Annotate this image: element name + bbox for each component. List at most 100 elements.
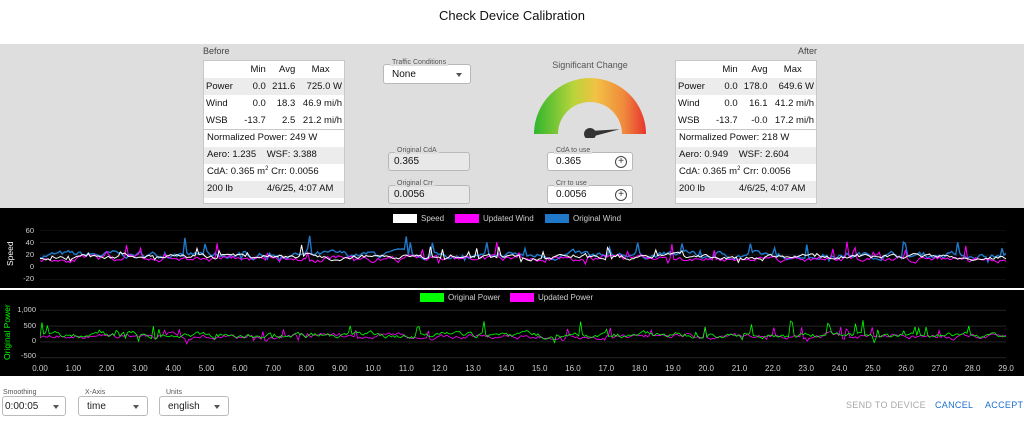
power-y-label: Original Power bbox=[2, 304, 12, 360]
smoothing-select[interactable]: Smoothing 0:00:05 bbox=[2, 389, 66, 416]
traffic-conditions-select[interactable]: Traffic Conditions None bbox=[383, 59, 471, 84]
weight-value: 200 lb bbox=[207, 183, 233, 194]
x-tick: 13.0 bbox=[465, 364, 481, 373]
x-tick: 2.00 bbox=[98, 364, 115, 373]
x-tick: 5.00 bbox=[198, 364, 215, 373]
gauge-arc bbox=[534, 78, 646, 134]
table-row: Power 0.0 178.0 649.6 W bbox=[676, 78, 816, 95]
cda-to-use-label: CdA to use bbox=[554, 147, 593, 154]
units-value: english bbox=[168, 401, 200, 412]
weight-value: 200 lb bbox=[679, 183, 705, 194]
table-row: Wind 0.0 18.3 46.9 mi/h bbox=[206, 98, 342, 109]
col-max: Max bbox=[769, 61, 816, 78]
units-select[interactable]: Units english bbox=[159, 389, 229, 416]
speed-chart: Speed Updated Wind Original Wind 60 40 2… bbox=[0, 208, 1024, 288]
after-label: After bbox=[797, 46, 817, 56]
wsf-value: WSF: 3.388 bbox=[266, 149, 317, 160]
original-cda-value: 0.365 bbox=[394, 156, 420, 167]
x-tick: 28.0 bbox=[964, 364, 981, 373]
x-tick: 15.0 bbox=[531, 364, 548, 373]
x-tick: 9.00 bbox=[331, 364, 348, 373]
legend-speed: Speed bbox=[421, 214, 445, 223]
original-crr-field: Original Crr 0.0056 bbox=[388, 180, 470, 204]
significant-change-gauge bbox=[534, 78, 646, 138]
aero-wsf-row: Aero: 1.235 WSF: 3.388 bbox=[204, 147, 344, 164]
smoothing-label: Smoothing bbox=[3, 389, 37, 396]
x-tick: 22.0 bbox=[765, 364, 781, 373]
y-tick: 1,000 bbox=[17, 305, 36, 314]
after-stats-table: Min Avg Max Power 0.0 178.0 649.6 W Wind… bbox=[676, 61, 816, 129]
x-axis-value: time bbox=[87, 401, 106, 412]
cda-to-use-value: 0.365 bbox=[556, 156, 582, 167]
col-max: Max bbox=[297, 61, 344, 78]
cda-value: CdA: 0.365 m bbox=[207, 166, 266, 178]
before-label: Before bbox=[203, 46, 230, 56]
title-bar bbox=[0, 0, 1024, 44]
x-tick: 18.0 bbox=[631, 364, 648, 373]
speed-plot bbox=[40, 230, 1006, 280]
accept-button[interactable]: ACCEPT bbox=[985, 400, 1024, 410]
send-to-device-button[interactable]: SEND TO DEVICE bbox=[846, 400, 926, 410]
power-plot bbox=[40, 309, 1006, 359]
before-stats-table: Min Avg Max Power 0.0 211.6 725.0 W Wind… bbox=[204, 61, 344, 129]
smoothing-value: 0:00:05 bbox=[5, 401, 39, 412]
plus-circle-icon[interactable]: + bbox=[615, 156, 627, 168]
x-tick: 4.00 bbox=[165, 364, 182, 373]
legend-swatch-updated-wind bbox=[455, 214, 479, 223]
table-row: Wind 0.0 16.1 41.2 mi/h bbox=[678, 98, 814, 109]
x-tick: 24.0 bbox=[831, 364, 848, 373]
x-tick: 3.00 bbox=[132, 364, 148, 373]
dialog-title: Check Device Calibration bbox=[439, 8, 585, 23]
original-cda-label: Original CdA bbox=[395, 147, 439, 154]
series-original-power bbox=[40, 320, 1006, 344]
y-tick: 20 bbox=[25, 250, 34, 259]
y-tick: 40 bbox=[25, 238, 34, 247]
date-value: 4/6/25, 4:07 AM bbox=[738, 183, 806, 194]
normalized-power: Normalized Power: 218 W bbox=[679, 132, 790, 143]
crr-to-use-label: Crr to use bbox=[554, 180, 589, 187]
weight-date-row: 200 lb 4/6/25, 4:07 AM bbox=[676, 181, 816, 198]
x-tick: 12.0 bbox=[431, 364, 448, 373]
legend-swatch-original-wind bbox=[545, 214, 569, 223]
x-axis-select[interactable]: X-Axis time bbox=[78, 389, 148, 416]
cancel-button[interactable]: CANCEL bbox=[935, 400, 974, 410]
plus-circle-icon[interactable]: + bbox=[615, 189, 627, 201]
legend-original-power: Original Power bbox=[448, 293, 501, 302]
x-tick: 25.0 bbox=[864, 364, 881, 373]
aero-value: Aero: 1.235 bbox=[207, 149, 257, 160]
crr-value: Crr: 0.0056 bbox=[743, 166, 791, 178]
table-row: WSB -13.7 -0.0 17.2 mi/h bbox=[676, 112, 816, 129]
table-row: Power 0.0 211.6 725.0 W bbox=[204, 78, 344, 95]
power-chart: Original Power Updated Power 1,000 500 0… bbox=[0, 290, 1024, 376]
legend-swatch-original-power bbox=[420, 293, 444, 302]
chevron-down-icon bbox=[456, 73, 462, 77]
date-value: 4/6/25, 4:07 AM bbox=[266, 183, 334, 194]
crr-value: Crr: 0.0056 bbox=[271, 166, 319, 178]
normalized-power: Normalized Power: 249 W bbox=[207, 132, 318, 143]
x-tick: 8.00 bbox=[298, 364, 315, 373]
series-updated-power bbox=[40, 326, 1006, 345]
legend-original-wind: Original Wind bbox=[573, 214, 622, 223]
y-tick: 60 bbox=[25, 226, 34, 235]
wsf-value: WSF: 2.604 bbox=[738, 149, 789, 160]
cda-to-use-input[interactable]: CdA to use 0.365 + bbox=[547, 147, 633, 171]
aero-value: Aero: 0.949 bbox=[679, 149, 729, 160]
cda-crr-row: CdA: 0.365 m2 Crr: 0.0056 bbox=[207, 166, 319, 178]
x-axis-label: X-Axis bbox=[85, 389, 106, 396]
col-avg: Avg bbox=[267, 61, 298, 78]
x-tick: 16.0 bbox=[565, 364, 581, 373]
original-crr-label: Original Crr bbox=[395, 180, 435, 187]
x-tick: 17.0 bbox=[598, 364, 615, 373]
y-tick: -20 bbox=[23, 274, 34, 283]
crr-to-use-value: 0.0056 bbox=[556, 189, 587, 200]
x-tick: 14.0 bbox=[498, 364, 515, 373]
col-avg: Avg bbox=[739, 61, 770, 78]
y-tick: 0 bbox=[29, 262, 34, 271]
chevron-down-icon bbox=[214, 405, 220, 409]
col-min: Min bbox=[712, 61, 740, 78]
after-card: Min Avg Max Power 0.0 178.0 649.6 W Wind… bbox=[675, 60, 817, 204]
x-tick: 27.0 bbox=[931, 364, 948, 373]
series-updated-wind bbox=[40, 241, 1006, 266]
crr-to-use-input[interactable]: Crr to use 0.0056 + bbox=[547, 180, 633, 204]
calibration-panel bbox=[0, 44, 1024, 208]
